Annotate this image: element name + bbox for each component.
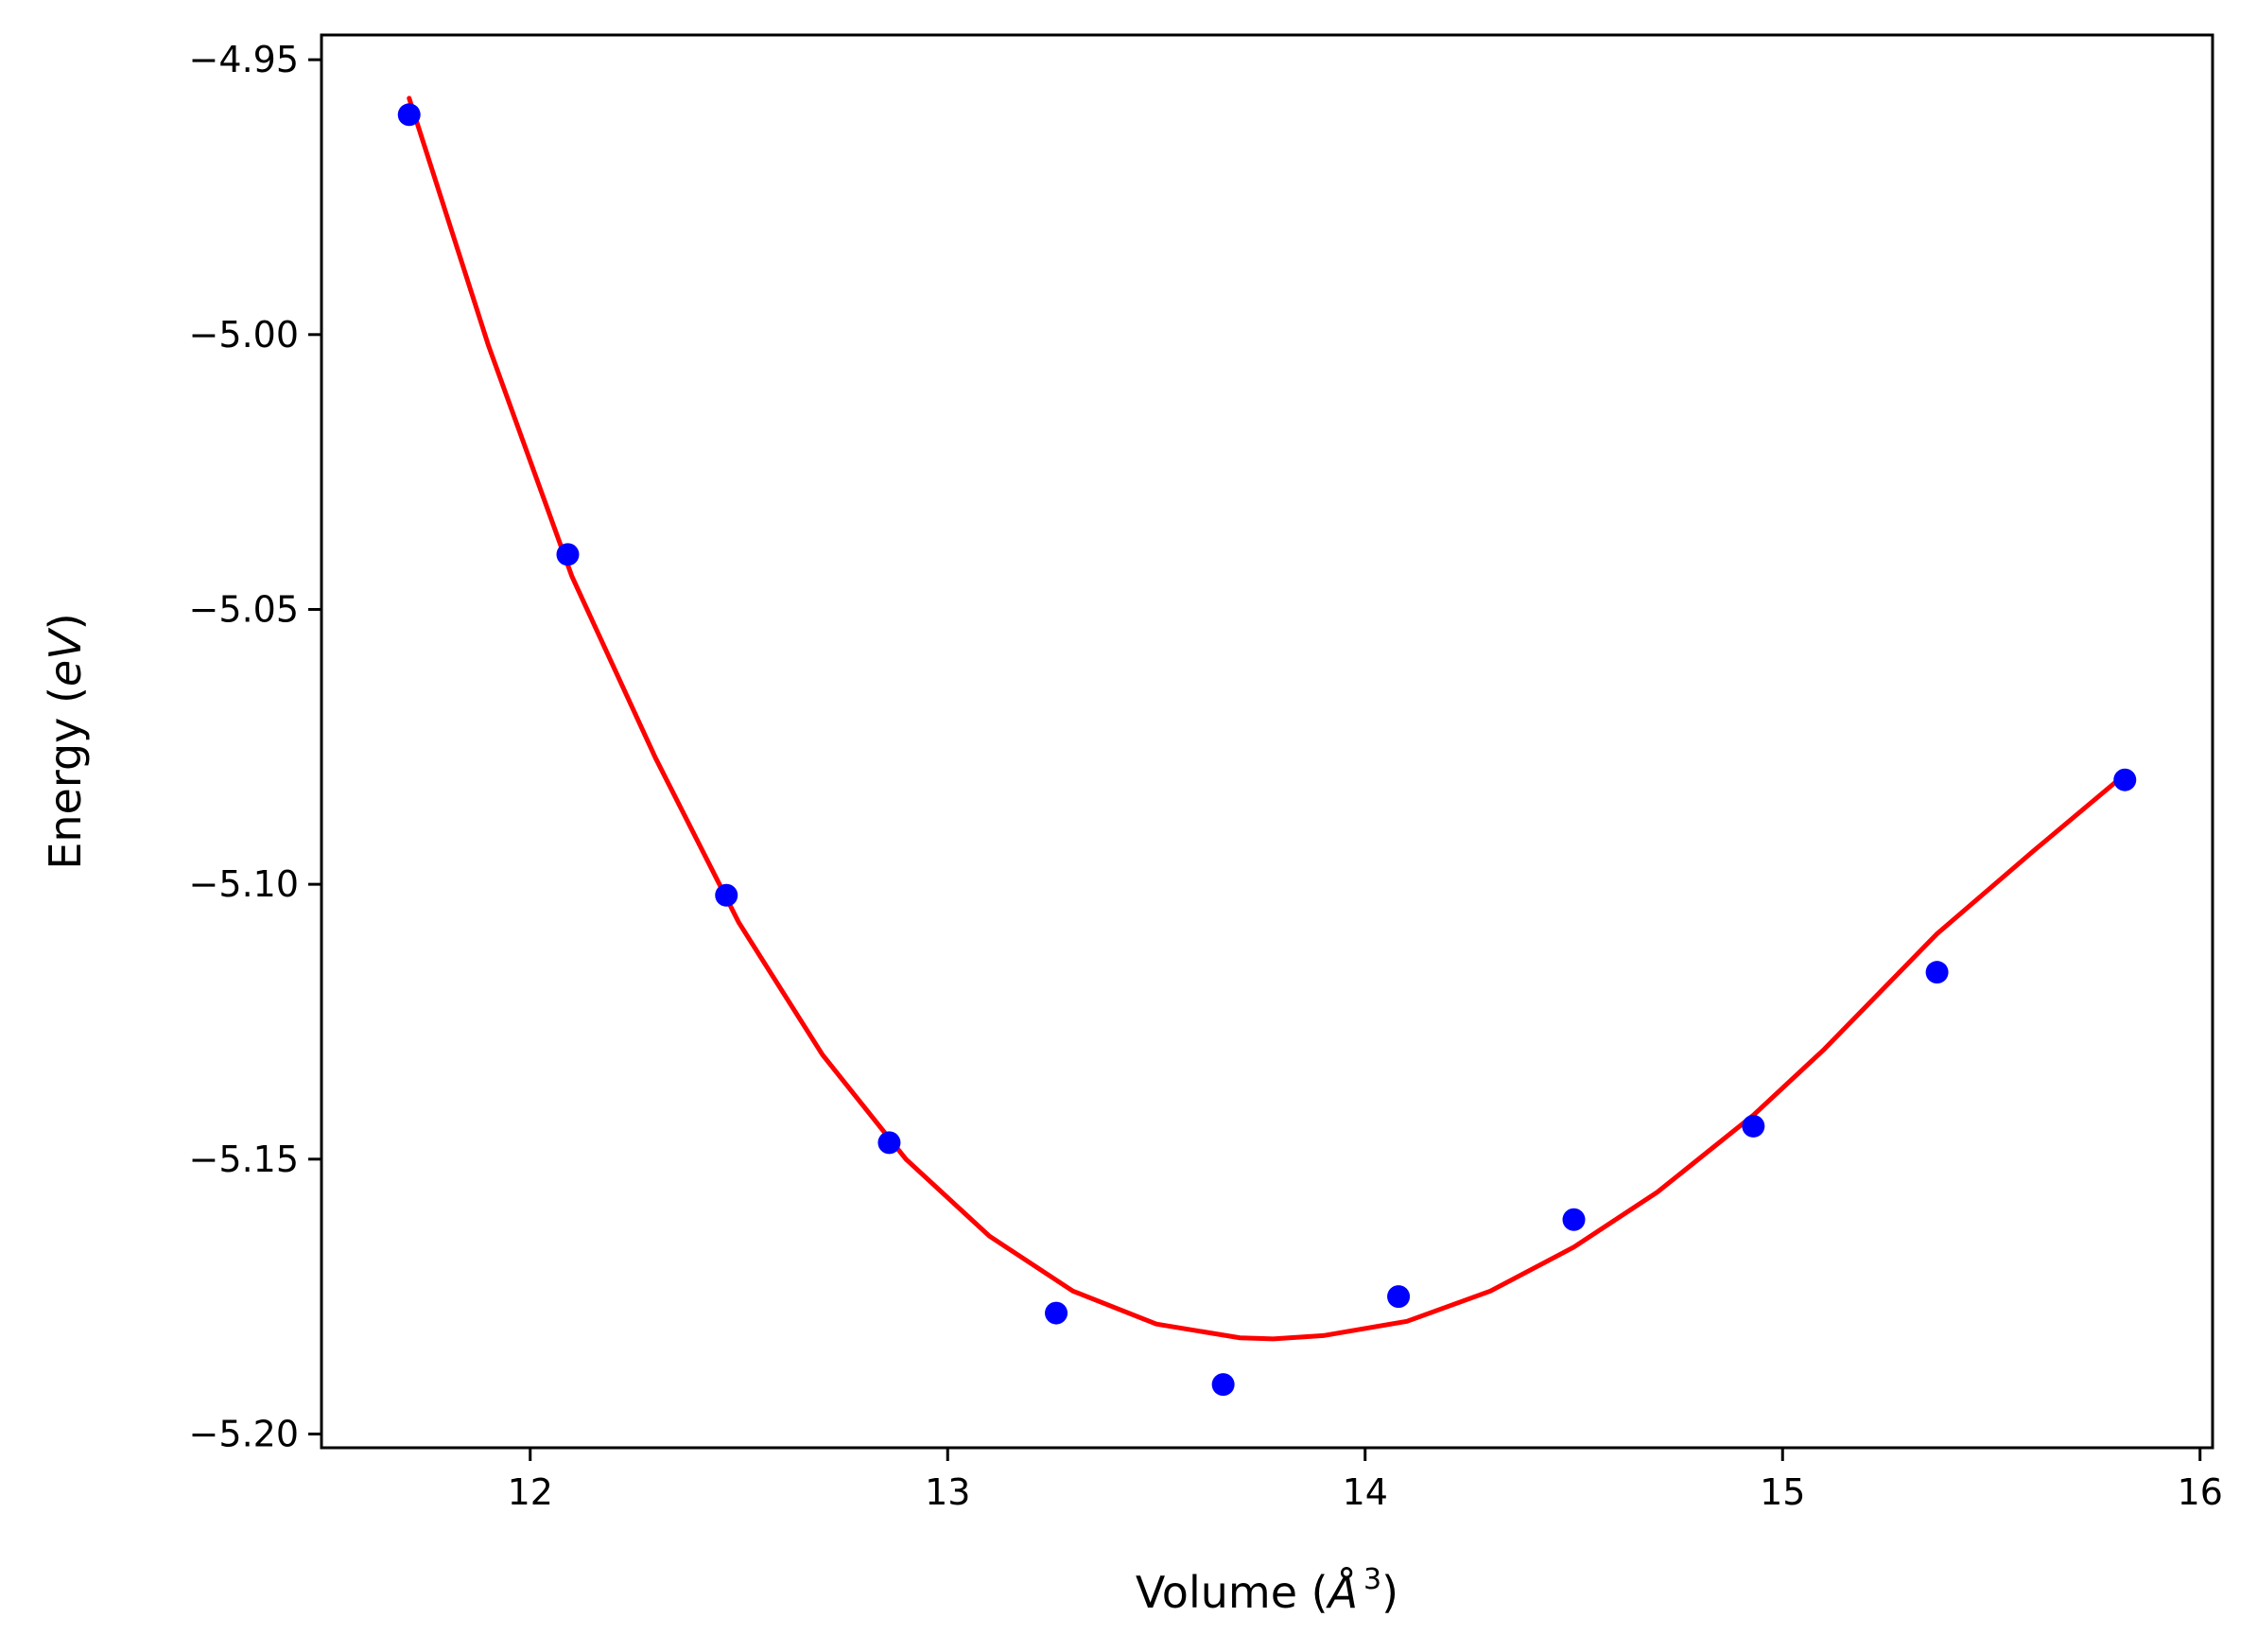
y-axis-label-unit: eV [40, 627, 91, 687]
y-tick-label: −5.05 [189, 588, 299, 630]
data-point [877, 1131, 901, 1155]
data-point [1562, 1208, 1586, 1231]
data-point [1211, 1373, 1235, 1397]
data-point [715, 883, 738, 907]
data-point [2113, 768, 2137, 791]
x-tick-label: 14 [1343, 1471, 1388, 1513]
data-point [1387, 1285, 1411, 1309]
y-axis-label-prefix: Energy ( [40, 687, 91, 870]
y-tick-label: −5.10 [189, 863, 299, 905]
y-axis-ticks: −4.95 −5.00 −5.05 −5.10 −5.15 −5.20 [189, 39, 321, 1454]
data-point [556, 543, 580, 566]
fit-curve [407, 96, 2127, 1342]
y-tick-label: −5.15 [189, 1139, 299, 1180]
y-tick-label: −4.95 [189, 39, 299, 80]
plot-frame [320, 33, 2214, 1450]
x-axis-label-prefix: Volume ( [1136, 1567, 1328, 1618]
data-point [397, 103, 421, 127]
y-tick-label: −5.20 [189, 1413, 299, 1454]
x-axis-label-suffix: ) [1381, 1567, 1398, 1618]
x-axis-label-exponent: 3 [1363, 1563, 1381, 1596]
y-axis-label: Energy (eV) [40, 613, 91, 869]
y-tick-label: −5.00 [189, 314, 299, 356]
x-tick-label: 16 [2178, 1471, 2223, 1513]
data-point [1045, 1301, 1068, 1325]
data-point [1925, 961, 1949, 984]
plot-content [397, 96, 2137, 1397]
x-tick-label: 15 [1760, 1471, 1805, 1513]
x-tick-label: 12 [508, 1471, 553, 1513]
x-tick-label: 13 [925, 1471, 970, 1513]
x-axis-label-symbol: Å [1326, 1567, 1358, 1618]
data-point [1742, 1114, 1765, 1138]
x-axis-ticks: 12 13 14 15 16 [508, 1448, 2223, 1513]
x-axis-label: Volume (Å 3) [1136, 1563, 1398, 1618]
y-axis-label-suffix: ) [40, 613, 91, 630]
